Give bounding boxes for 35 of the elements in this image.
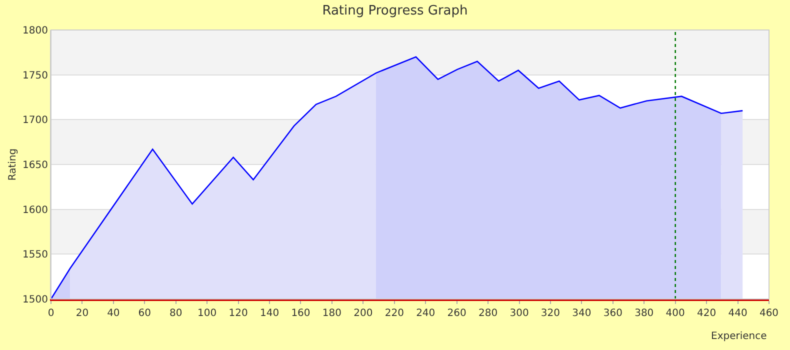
chart-title: Rating Progress Graph [322,3,468,18]
x-tick-label: 120 [228,308,248,319]
y-tick-label: 1650 [22,160,48,171]
x-tick-label: 460 [759,308,779,319]
x-tick-label: 0 [48,308,54,319]
x-tick-label: 20 [76,308,89,319]
y-tick-label: 1500 [22,294,48,306]
x-tick-label: 180 [322,308,342,319]
x-tick-label: 100 [198,308,217,319]
x-tick-label: 200 [354,308,373,319]
y-tick-label: 1700 [22,115,48,126]
x-tick-label: 260 [447,308,466,319]
x-tick-label: 40 [107,308,120,319]
x-tick-label: 360 [603,308,622,319]
x-tick-label: 320 [540,308,560,319]
x-tick-label: 80 [170,308,182,319]
x-tick-label: 440 [728,308,748,319]
x-tick-label: 240 [416,308,436,319]
x-tick-label: 160 [291,308,310,319]
x-tick-label: 420 [697,308,716,319]
x-tick-label: 380 [634,308,654,319]
x-tick-label: 60 [138,308,152,319]
y-tick-label: 1600 [22,204,48,216]
x-tick-label: 140 [260,308,280,319]
x-axis-title: Experience [711,331,767,342]
y-tick-label: 1750 [22,70,48,82]
x-tick-label: 220 [384,308,404,319]
y-tick-label: 1800 [22,26,48,36]
y-tick-label: 1550 [22,250,48,261]
line-series [51,56,744,299]
x-tick-label: 400 [666,308,685,319]
x-tick-label: 300 [510,308,529,319]
x-tick-label: 340 [572,308,592,319]
x-tick-label: 280 [478,308,498,319]
y-axis-title: Rating [8,148,19,181]
